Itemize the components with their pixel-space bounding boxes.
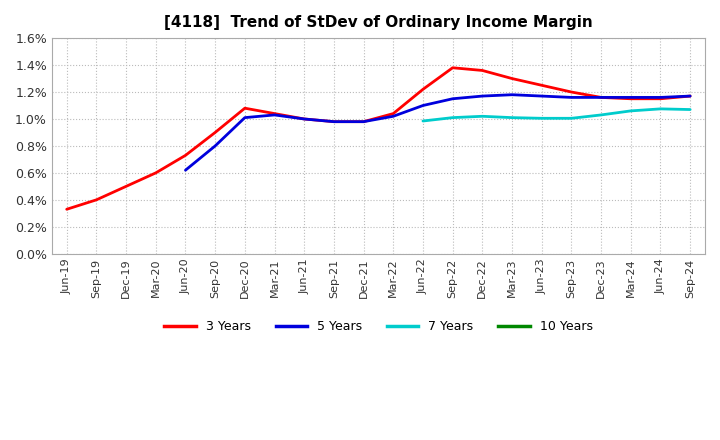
Title: [4118]  Trend of StDev of Ordinary Income Margin: [4118] Trend of StDev of Ordinary Income… (164, 15, 593, 30)
Legend: 3 Years, 5 Years, 7 Years, 10 Years: 3 Years, 5 Years, 7 Years, 10 Years (159, 315, 598, 338)
